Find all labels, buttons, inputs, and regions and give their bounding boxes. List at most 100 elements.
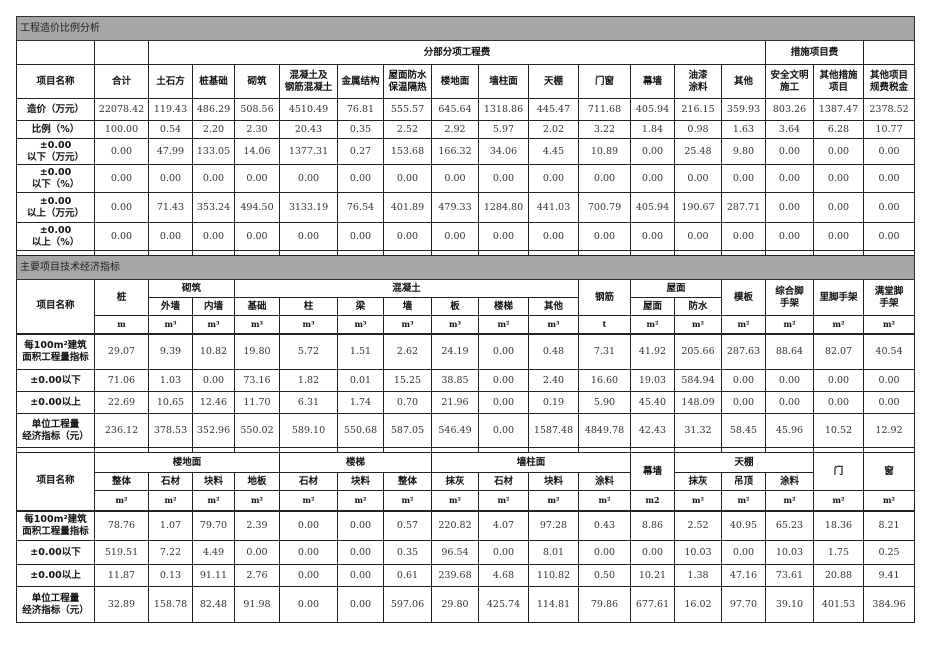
column-header: 石材 bbox=[478, 472, 529, 491]
column-header: 基础 bbox=[234, 297, 280, 316]
value-cell: 8.86 bbox=[630, 509, 675, 541]
value-cell: 4849.78 bbox=[578, 413, 631, 448]
column-header: 措施项目费 bbox=[765, 40, 864, 65]
value-cell: 353.24 bbox=[192, 192, 235, 223]
value-cell: 0.00 bbox=[478, 540, 529, 565]
value-cell: 1.63 bbox=[721, 120, 766, 139]
column-header: 综合脚 手架 bbox=[765, 279, 814, 316]
value-cell: 40.95 bbox=[721, 509, 766, 541]
unit-cell: m² bbox=[337, 490, 384, 511]
value-cell: 677.61 bbox=[630, 586, 675, 623]
value-cell: 0.00 bbox=[279, 586, 338, 623]
column-header bbox=[16, 40, 95, 65]
table-row: 每100m²建筑 面积工程量指标 29.07 9.39 10.82 19.80 5.72 1… bbox=[16, 332, 916, 370]
value-cell: 0.70 bbox=[383, 391, 432, 414]
value-cell: 6.28 bbox=[813, 120, 864, 139]
column-header: 板 bbox=[431, 297, 479, 316]
value-cell: 0.00 bbox=[528, 222, 579, 251]
unit-cell: m² bbox=[279, 490, 338, 511]
value-cell: 0.00 bbox=[337, 540, 384, 565]
value-cell: 10.82 bbox=[192, 332, 235, 370]
unit-cell: m² bbox=[721, 490, 766, 511]
value-cell: 10.52 bbox=[813, 413, 864, 448]
column-header: 桩 bbox=[94, 279, 149, 316]
value-cell: 1.74 bbox=[337, 391, 384, 414]
value-cell: 91.98 bbox=[234, 586, 280, 623]
column-header: 吊顶 bbox=[721, 472, 766, 491]
value-cell: 58.45 bbox=[721, 413, 766, 448]
value-cell: 0.00 bbox=[478, 391, 529, 414]
column-header: 其他 bbox=[528, 297, 579, 316]
value-cell: 0.00 bbox=[765, 138, 814, 165]
column-header: 地板 bbox=[234, 472, 280, 491]
column-header: 幕墙 bbox=[630, 64, 675, 99]
value-cell: 19.03 bbox=[630, 369, 675, 392]
value-cell: 546.49 bbox=[431, 413, 479, 448]
column-header: 屋面 bbox=[630, 297, 675, 316]
unit-cell: m³ bbox=[234, 315, 280, 334]
value-cell: 0.00 bbox=[94, 192, 149, 223]
value-cell: 0.50 bbox=[578, 564, 631, 587]
value-cell: 29.07 bbox=[94, 332, 149, 370]
value-cell: 166.32 bbox=[431, 138, 479, 165]
row-label: 每100m²建筑 面积工程量指标 bbox=[16, 509, 95, 541]
row-label: 每100m²建筑 面积工程量指标 bbox=[16, 332, 95, 370]
value-cell: 153.68 bbox=[383, 138, 432, 165]
value-cell: 519.51 bbox=[94, 540, 149, 565]
value-cell: 31.32 bbox=[674, 413, 722, 448]
row-label: 单位工程量 经济指标（元） bbox=[16, 413, 95, 448]
value-cell: 0.00 bbox=[192, 369, 235, 392]
value-cell: 20.43 bbox=[279, 120, 338, 139]
value-cell: 0.19 bbox=[528, 391, 579, 414]
unit-cell: m² bbox=[192, 490, 235, 511]
value-cell: 0.00 bbox=[630, 138, 675, 165]
value-cell: 2.02 bbox=[528, 120, 579, 139]
table-row: ±0.00以上 22.69 10.65 12.46 11.70 6.31 1.74 0.70 2… bbox=[16, 391, 916, 414]
unit-cell: m² bbox=[148, 490, 193, 511]
table-row: 单位工程量 经济指标（元） 236.12 378.53 352.96 550.02 589… bbox=[16, 413, 916, 448]
column-header: 钢筋 bbox=[578, 279, 631, 316]
unit-cell: m bbox=[94, 315, 149, 334]
value-cell: 97.70 bbox=[721, 586, 766, 623]
table-row: ±0.00 以下（%） 0.00 0.00 0.00 0.00 0.00 0.00 0.00 0… bbox=[16, 164, 916, 193]
value-cell: 73.61 bbox=[765, 564, 814, 587]
column-header: 安全文明 施工 bbox=[765, 64, 814, 99]
value-cell: 589.10 bbox=[279, 413, 338, 448]
value-cell: 405.94 bbox=[630, 98, 675, 121]
value-cell: 47.16 bbox=[721, 564, 766, 587]
value-cell: 34.06 bbox=[478, 138, 529, 165]
column-header: 柱 bbox=[279, 297, 338, 316]
column-header: 楼梯 bbox=[279, 452, 432, 473]
column-header: 整体 bbox=[94, 472, 149, 491]
value-cell: 11.70 bbox=[234, 391, 280, 414]
value-cell: 29.80 bbox=[431, 586, 479, 623]
value-cell: 9.80 bbox=[721, 138, 766, 165]
value-cell: 16.02 bbox=[674, 586, 722, 623]
value-cell: 0.00 bbox=[813, 138, 864, 165]
column-header: 墙柱面 bbox=[478, 64, 529, 99]
value-cell: 9.41 bbox=[862, 564, 916, 587]
value-cell: 2.76 bbox=[234, 564, 280, 587]
column-header: 外墙 bbox=[148, 297, 193, 316]
value-cell: 550.68 bbox=[337, 413, 384, 448]
row-label: ±0.00 以下（%） bbox=[16, 164, 95, 193]
value-cell: 158.78 bbox=[148, 586, 193, 623]
value-cell: 1387.47 bbox=[813, 98, 864, 121]
value-cell: 5.90 bbox=[578, 391, 631, 414]
column-header: 其他项目 规费税金 bbox=[862, 64, 916, 99]
value-cell: 597.06 bbox=[383, 586, 432, 623]
value-cell: 0.00 bbox=[234, 164, 280, 193]
value-cell: 45.96 bbox=[765, 413, 814, 448]
value-cell: 18.36 bbox=[813, 509, 864, 541]
value-cell: 0.35 bbox=[337, 120, 384, 139]
column-header: 模板 bbox=[721, 279, 766, 316]
value-cell: 4510.49 bbox=[279, 98, 338, 121]
value-cell: 0.00 bbox=[94, 222, 149, 251]
value-cell: 0.00 bbox=[528, 164, 579, 193]
value-cell: 47.99 bbox=[148, 138, 193, 165]
value-cell: 555.57 bbox=[383, 98, 432, 121]
value-cell: 0.00 bbox=[862, 391, 916, 414]
value-cell: 5.97 bbox=[478, 120, 529, 139]
value-cell: 73.16 bbox=[234, 369, 280, 392]
value-cell: 0.00 bbox=[862, 138, 916, 165]
